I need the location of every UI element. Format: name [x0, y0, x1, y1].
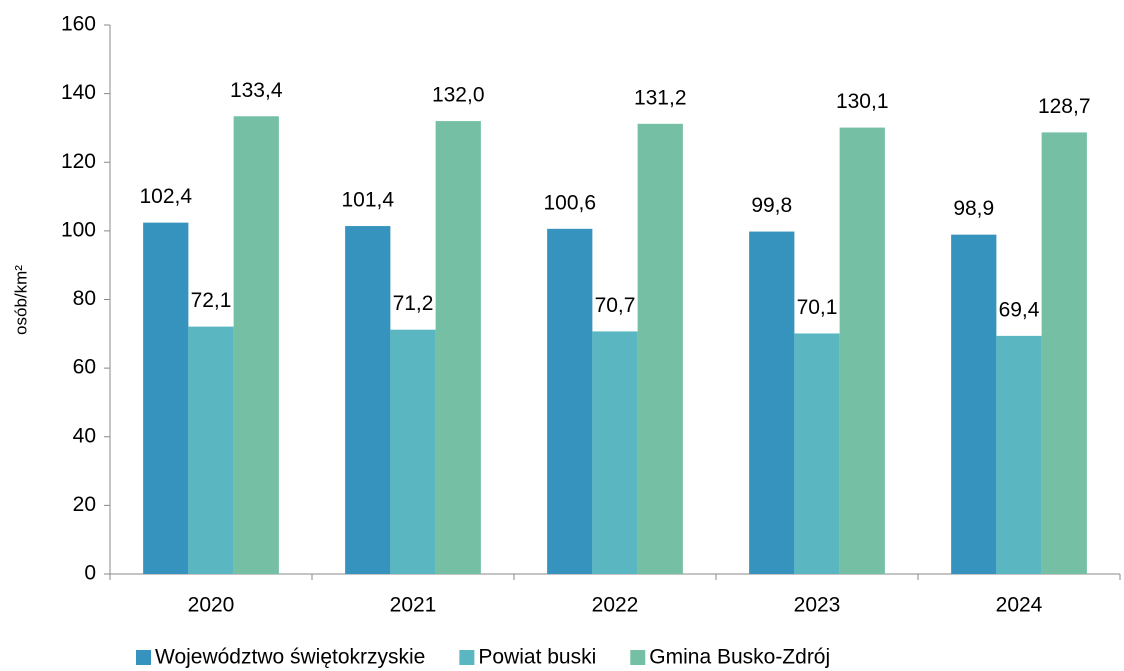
bar: [345, 226, 391, 575]
value-label: 70,7: [595, 294, 636, 317]
value-label: 72,1: [191, 289, 232, 312]
bar: [592, 331, 638, 574]
bar: [749, 231, 795, 574]
bar: [839, 127, 885, 575]
value-label: 131,2: [634, 86, 687, 109]
value-label: 98,9: [953, 197, 994, 220]
legend-swatch: [459, 650, 475, 665]
bar: [951, 234, 997, 575]
value-label: 133,4: [230, 79, 283, 102]
value-label: 100,6: [543, 191, 596, 214]
x-tick-label: 2020: [188, 594, 235, 617]
legend-label: Gmina Busko-Zdrój: [649, 646, 830, 669]
y-tick-label: 60: [73, 356, 96, 379]
y-tick-label: 80: [73, 287, 96, 310]
legend-swatch: [630, 650, 646, 665]
y-tick-label: 0: [84, 562, 96, 585]
bar: [996, 335, 1042, 574]
y-tick-label: 140: [61, 81, 96, 104]
bar: [435, 121, 481, 574]
y-tick-label: 20: [73, 493, 96, 516]
y-tick-label: 160: [61, 13, 96, 36]
y-tick-label: 40: [73, 424, 96, 447]
y-axis-label: osób/km²: [11, 265, 30, 335]
value-label: 130,1: [836, 90, 889, 113]
value-label: 128,7: [1038, 95, 1091, 118]
bar: [390, 329, 436, 574]
legend-label: Województwo świętokrzyskie: [155, 646, 425, 669]
legend-label: Powiat buski: [478, 646, 596, 669]
y-tick-label: 100: [61, 218, 96, 241]
bar: [143, 222, 189, 574]
x-tick-label: 2023: [794, 594, 841, 617]
value-label: 102,4: [139, 185, 192, 208]
bar: [1041, 132, 1087, 574]
x-tick-label: 2022: [592, 594, 639, 617]
bar: [188, 326, 234, 574]
value-label: 70,1: [797, 296, 838, 319]
bar: [637, 123, 683, 574]
value-label: 101,4: [341, 189, 394, 212]
value-label: 69,4: [999, 298, 1040, 321]
bar: [547, 228, 593, 574]
value-label: 132,0: [432, 84, 485, 107]
x-tick-label: 2024: [996, 594, 1043, 617]
x-tick-label: 2021: [390, 594, 437, 617]
bar: [794, 333, 840, 574]
y-tick-label: 120: [61, 150, 96, 173]
legend-swatch: [136, 650, 151, 665]
value-label: 99,8: [751, 194, 792, 217]
bar: [233, 116, 279, 575]
value-label: 71,2: [393, 292, 434, 315]
